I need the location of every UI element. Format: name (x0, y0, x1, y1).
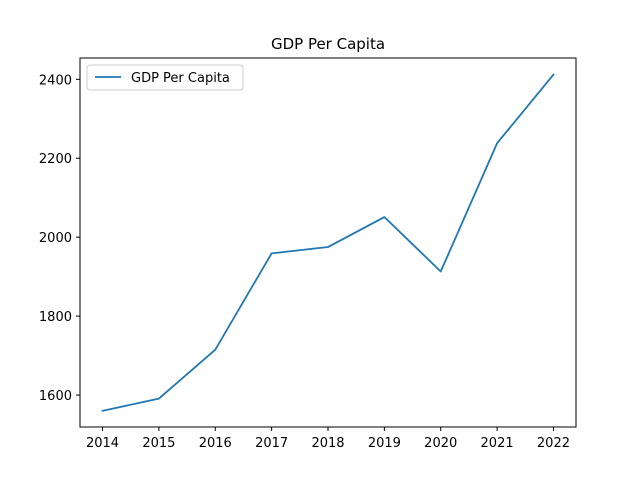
chart-title: GDP Per Capita (271, 35, 385, 53)
plot-area: 2014 2015 2016 2017 2018 2019 2020 2021 2022 1600… (39, 73, 570, 451)
y-tick-label: 1600 (39, 389, 72, 404)
x-tick-label: 2016 (199, 436, 232, 451)
y-tick-label: 2400 (39, 73, 72, 88)
y-tick-label: 1800 (39, 310, 72, 325)
x-tick-label: 2020 (424, 436, 457, 451)
series-line (101, 73, 555, 412)
x-tick-label: 2018 (311, 436, 344, 451)
y-tick-label: 2200 (39, 152, 72, 167)
axes-frame (79, 57, 577, 428)
legend: GDP Per Capita (86, 64, 244, 91)
x-tick-label: 2017 (255, 436, 288, 451)
legend-label: GDP Per Capita (131, 71, 230, 86)
x-tick-label: 2015 (142, 436, 175, 451)
legend-box (86, 64, 244, 91)
x-tick-label: 2014 (86, 436, 119, 451)
x-tick-label: 2022 (537, 436, 570, 451)
x-tick-label: 2019 (368, 436, 401, 451)
x-tick-label: 2021 (481, 436, 514, 451)
y-tick-label: 2000 (39, 231, 72, 246)
